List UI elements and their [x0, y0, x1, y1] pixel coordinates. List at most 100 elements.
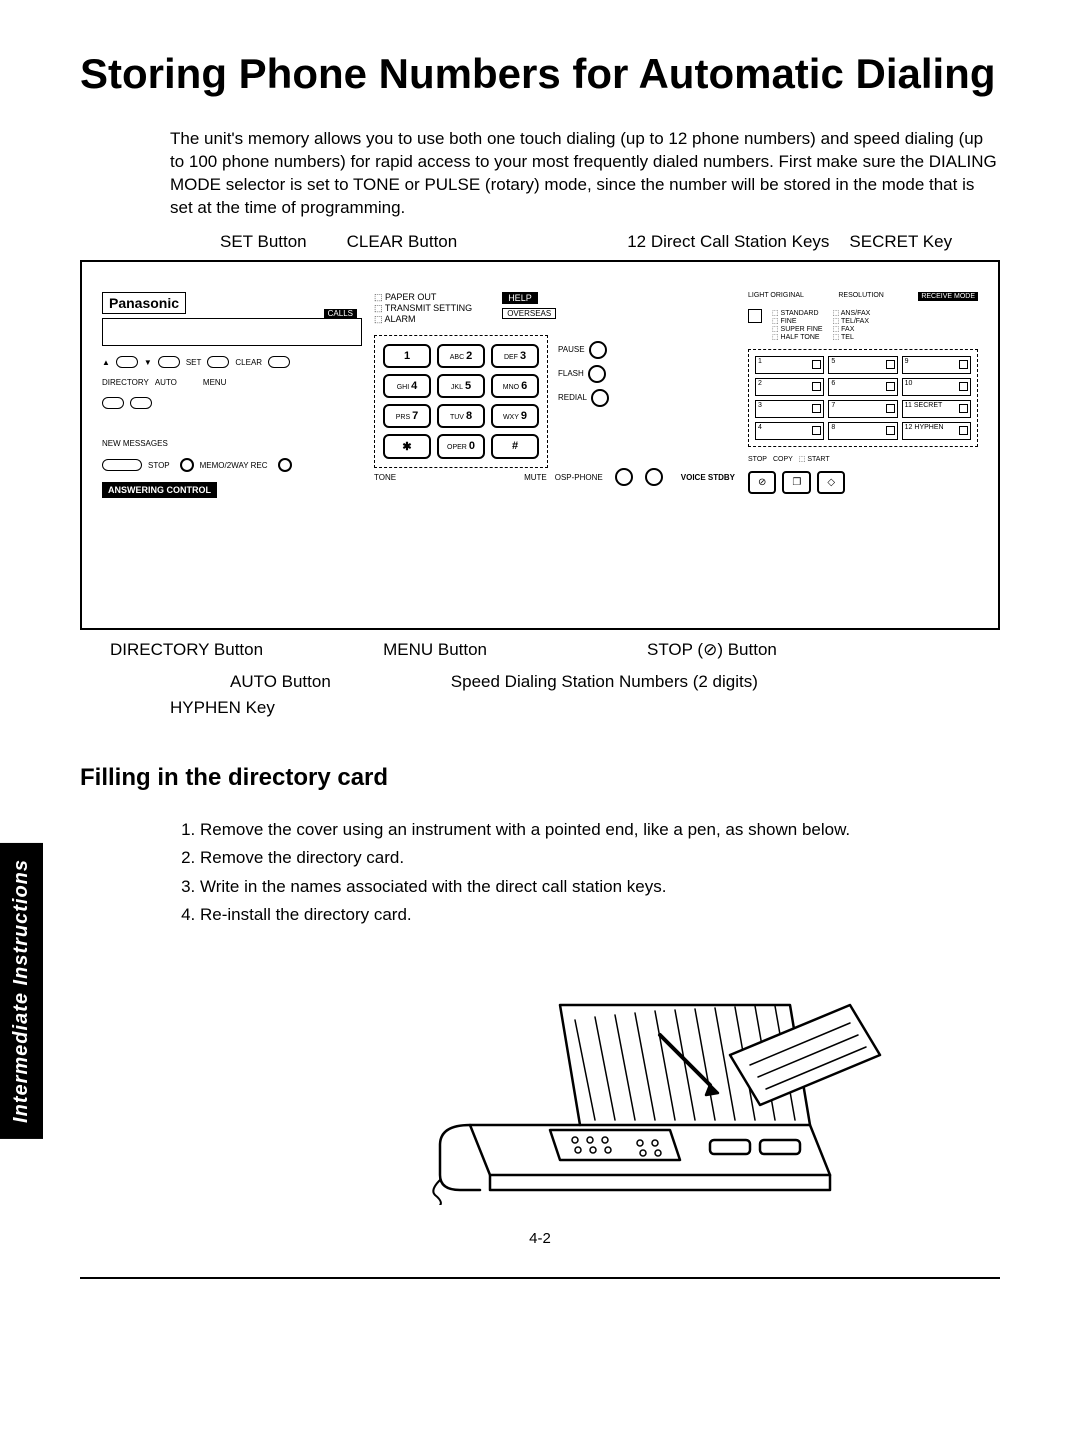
directory-label: DIRECTORY — [102, 378, 149, 387]
page-title: Storing Phone Numbers for Automatic Dial… — [80, 50, 1000, 98]
stop-ctrl-button[interactable]: ⊘ — [748, 471, 776, 494]
fax-machine-illustration — [410, 945, 890, 1205]
set-button[interactable] — [207, 356, 229, 368]
station-key-6[interactable]: 6 — [828, 378, 897, 396]
res-standard: ⬚ STANDARD — [772, 309, 823, 317]
copy-ctrl-button[interactable]: ❐ — [782, 471, 811, 494]
rm-telfax: ⬚ TEL/FAX — [833, 317, 871, 325]
keypad-key-5[interactable]: JKL5 — [437, 374, 485, 398]
pause-label: PAUSE — [558, 345, 585, 354]
side-function-keys: PAUSE FLASH REDIAL — [558, 335, 609, 413]
footer-rule — [80, 1277, 1000, 1279]
stop-label: STOP — [148, 461, 170, 470]
direct-call-station-keys: 159 26 10 37 11 SECRET 48 12 HYPHEN — [748, 349, 978, 447]
directory-button[interactable] — [102, 397, 124, 409]
flash-button[interactable] — [588, 365, 606, 383]
callout-secret: SECRET Key — [849, 232, 952, 252]
step-item: Remove the cover using an instrument wit… — [200, 817, 1000, 843]
keypad-key-2[interactable]: ABC2 — [437, 344, 485, 368]
light-original-button[interactable] — [748, 309, 762, 323]
start-ctrl-label: ⬚ START — [799, 455, 830, 463]
station-key-2[interactable]: 2 — [755, 378, 824, 396]
rm-ansfax: ⬚ ANS/FAX — [833, 309, 871, 317]
station-key-5[interactable]: 5 — [828, 356, 897, 374]
station-key-4[interactable]: 4 — [755, 422, 824, 440]
indicator-transmit: ⬚ TRANSMIT SETTING — [374, 303, 472, 314]
station-key-7[interactable]: 7 — [828, 400, 897, 418]
numeric-keypad: 1ABC2DEF3 GHI4JKL5MNO6 PRS7TUV8WXY9 ✱OPER0# — [374, 335, 548, 468]
step-item: Write in the names associated with the d… — [200, 874, 1000, 900]
up-button[interactable] — [116, 356, 138, 368]
keypad-key-#[interactable]: # — [491, 434, 539, 459]
callout-set: SET Button — [220, 232, 307, 252]
keypad-key-9[interactable]: WXY9 — [491, 404, 539, 428]
set-label: SET — [186, 358, 202, 367]
resolution-label: RESOLUTION — [838, 292, 884, 301]
new-messages-label: NEW MESSAGES — [102, 439, 362, 448]
osp-button[interactable] — [645, 468, 663, 486]
keypad-key-8[interactable]: TUV8 — [437, 404, 485, 428]
steps-list: Remove the cover using an instrument wit… — [200, 817, 1000, 928]
tone-label: TONE — [374, 473, 396, 482]
keypad-key-1[interactable]: 1 — [383, 344, 431, 368]
mute-label: MUTE — [524, 473, 547, 482]
mute-button[interactable] — [615, 468, 633, 486]
start-ctrl-button[interactable]: ◇ — [817, 471, 845, 494]
station-key-1[interactable]: 1 — [755, 356, 824, 374]
station-key-12[interactable]: 12 HYPHEN — [902, 422, 971, 440]
brand-label: Panasonic — [102, 292, 186, 314]
keypad-key-✱[interactable]: ✱ — [383, 434, 431, 459]
memo-label: MEMO/2WAY REC — [200, 461, 268, 470]
bottom-callout-row: DIRECTORY Button MENU Button STOP (⊘) Bu… — [110, 640, 1000, 724]
indicator-alarm: ⬚ ALARM — [374, 314, 472, 325]
rm-tel: ⬚ TEL — [833, 333, 871, 341]
overseas-badge: OVERSEAS — [502, 308, 556, 319]
step-item: Re-install the directory card. — [200, 902, 1000, 928]
clear-button[interactable] — [268, 356, 290, 368]
play-button[interactable] — [102, 459, 142, 471]
redial-label: REDIAL — [558, 393, 587, 402]
section-heading: Filling in the directory card — [80, 764, 1000, 792]
station-key-8[interactable]: 8 — [828, 422, 897, 440]
keypad-key-0[interactable]: OPER0 — [437, 434, 485, 459]
answering-control-label: ANSWERING CONTROL — [102, 482, 217, 498]
keypad-key-6[interactable]: MNO6 — [491, 374, 539, 398]
callout-direct-keys: 12 Direct Call Station Keys — [627, 232, 829, 252]
osp-phone-label: OSP-PHONE — [555, 473, 603, 482]
copy-ctrl-label: COPY — [773, 456, 793, 463]
station-key-9[interactable]: 9 — [902, 356, 971, 374]
stop-ctrl-label: STOP — [748, 456, 767, 463]
res-fine: ⬚ FINE — [772, 317, 823, 325]
callout-menu: MENU Button — [383, 640, 487, 660]
stop-button[interactable] — [180, 458, 194, 472]
res-halftone: ⬚ HALF TONE — [772, 333, 823, 341]
lcd-display — [102, 318, 362, 346]
station-key-3[interactable]: 3 — [755, 400, 824, 418]
auto-button[interactable] — [130, 397, 152, 409]
indicator-paper-out: ⬚ PAPER OUT — [374, 292, 472, 303]
callout-stop: STOP (⊘) Button — [647, 640, 777, 660]
memo-button[interactable] — [278, 458, 292, 472]
callout-hyphen: HYPHEN Key — [170, 698, 275, 718]
page-number: 4-2 — [80, 1230, 1000, 1247]
side-tab: Intermediate Instructions — [0, 843, 43, 1139]
step-item: Remove the directory card. — [200, 845, 1000, 871]
callout-speed: Speed Dialing Station Numbers (2 digits) — [451, 672, 758, 692]
control-panel-diagram: Panasonic ▲ ▼ SET CLEAR DIRECTORY AUTO M… — [80, 260, 1000, 630]
redial-button[interactable] — [591, 389, 609, 407]
auto-label: AUTO — [155, 378, 177, 387]
station-key-10[interactable]: 10 — [902, 378, 971, 396]
station-key-11[interactable]: 11 SECRET — [902, 400, 971, 418]
keypad-key-3[interactable]: DEF3 — [491, 344, 539, 368]
clear-label: CLEAR — [235, 358, 262, 367]
voice-stdby-label: VOICE STDBY — [681, 473, 735, 482]
menu-label: MENU — [203, 378, 227, 387]
help-badge: HELP — [502, 292, 538, 304]
callout-directory: DIRECTORY Button — [110, 640, 263, 660]
down-button[interactable] — [158, 356, 180, 368]
top-callout-row: SET Button CLEAR Button 12 Direct Call S… — [170, 232, 1000, 252]
pause-button[interactable] — [589, 341, 607, 359]
keypad-key-4[interactable]: GHI4 — [383, 374, 431, 398]
rm-fax: ⬚ FAX — [833, 325, 871, 333]
keypad-key-7[interactable]: PRS7 — [383, 404, 431, 428]
